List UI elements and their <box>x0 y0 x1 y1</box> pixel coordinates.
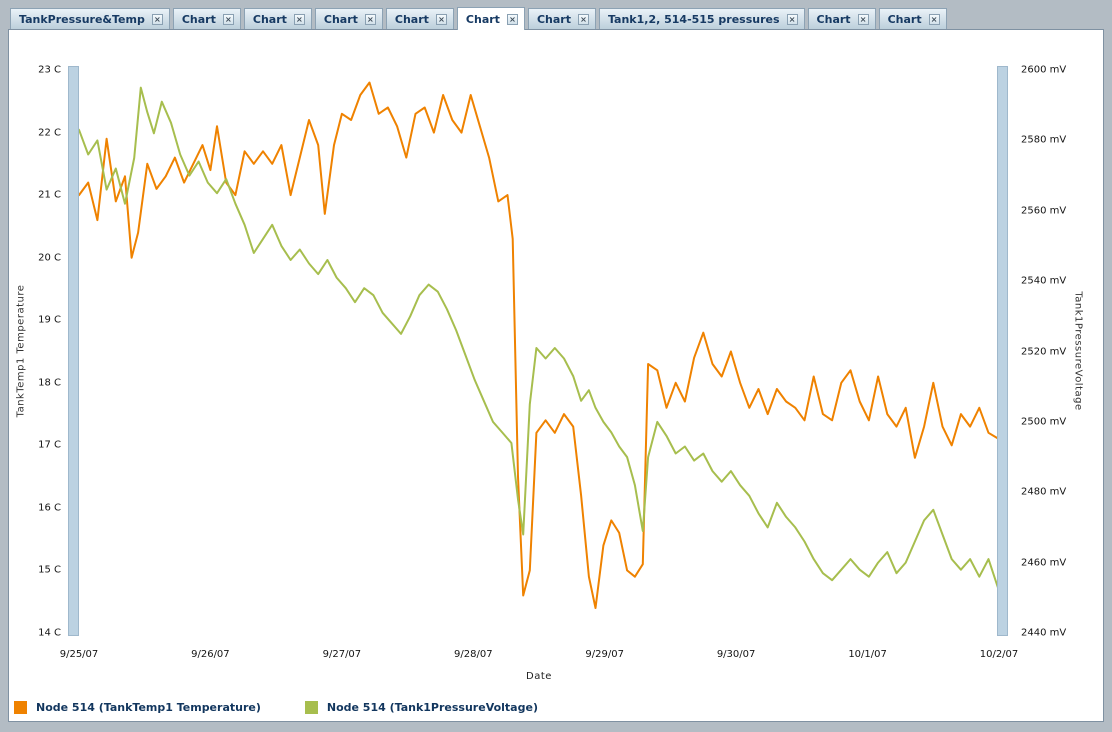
legend-swatch <box>304 700 318 714</box>
right-axis-tick-label: 2460 mV <box>1021 557 1067 569</box>
x-axis-tick-label: 9/28/07 <box>454 649 493 660</box>
tab-close-icon[interactable]: × <box>857 13 869 25</box>
tab-close-icon[interactable]: × <box>435 13 447 25</box>
tab-close-icon[interactable]: × <box>151 13 163 25</box>
tab-label: Chart <box>323 12 358 26</box>
tab-chart[interactable]: Chart × <box>385 8 454 29</box>
tab-chart[interactable]: Chart × <box>456 7 525 30</box>
tab-label: Tank1,2, 514-515 pressures <box>607 12 780 26</box>
right-axis-tick-label: 2440 mV <box>1021 627 1067 639</box>
right-axis-tick-label: 2600 mV <box>1021 64 1067 76</box>
right-axis-tick-label: 2520 mV <box>1021 346 1067 357</box>
right-axis-tick-label: 2500 mV <box>1021 416 1067 428</box>
right-axis-tick-label: 2560 mV <box>1021 205 1067 217</box>
right-axis-tick-label: 2480 mV <box>1021 486 1067 498</box>
tab-label: Chart <box>252 12 287 26</box>
legend-item: Node 514 (Tank1PressureVoltage) <box>304 700 538 714</box>
tab-label: TankPressure&Temp <box>19 12 145 26</box>
left-axis-tick-label: 19 C <box>38 314 61 326</box>
x-axis-tick-label: 10/2/07 <box>979 649 1019 660</box>
right-axis-tick-label: 2580 mV <box>1021 134 1067 146</box>
tab-close-icon[interactable]: × <box>928 13 940 25</box>
right-range-slider[interactable] <box>997 66 1008 636</box>
left-axis-tick-label: 15 C <box>38 564 61 576</box>
tab-tank1-2-514-515-pressures[interactable]: Tank1,2, 514-515 pressures × <box>598 8 805 29</box>
x-axis-tick-label: 9/25/07 <box>59 649 99 660</box>
legend-label: Node 514 (Tank1PressureVoltage) <box>326 700 538 714</box>
x-axis-ticks: 9/25/07 9/26/07 9/27/07 9/28/07 9/29/07 9/30/… <box>60 649 1019 663</box>
tab-chart[interactable]: Chart × <box>807 8 876 29</box>
tab-label: Chart <box>465 12 500 26</box>
tab-chart[interactable]: Chart × <box>172 8 241 29</box>
left-axis-tick-label: 20 C <box>38 252 61 264</box>
tab-bar: TankPressure&Temp × Chart × Chart × Char… <box>10 6 950 30</box>
tab-label: Chart <box>816 12 851 26</box>
tab-close-icon[interactable]: × <box>786 13 798 25</box>
tab-close-icon[interactable]: × <box>222 13 234 25</box>
temperature-line <box>79 81 999 609</box>
legend-label: Node 514 (TankTemp1 Temperature) <box>36 700 261 714</box>
legend-swatch <box>14 700 27 714</box>
right-axis-ticks: 2600 mV 2580 mV 2560 mV 2540 mV 2520 mV 2500 … <box>999 65 1099 639</box>
left-range-slider[interactable] <box>68 66 79 636</box>
x-axis-tick-label: 9/29/07 <box>585 649 624 660</box>
left-axis-tick-label: 21 C <box>38 189 61 201</box>
tab-close-icon[interactable]: × <box>293 13 305 25</box>
tab-close-icon[interactable]: × <box>364 13 376 25</box>
tab-chart[interactable]: Chart × <box>314 8 383 29</box>
x-axis-tick-label: 9/30/07 <box>716 649 756 660</box>
left-axis-tick-label: 14 C <box>38 627 61 639</box>
x-axis-title: Date <box>526 671 552 682</box>
pressure-line <box>79 86 999 592</box>
tab-tankpressure-temp[interactable]: TankPressure&Temp × <box>10 8 170 29</box>
legend-item: Node 514 (TankTemp1 Temperature) <box>14 700 261 714</box>
x-axis-tick-label: 10/1/07 <box>848 649 887 660</box>
tab-label: Chart <box>536 12 571 26</box>
left-axis-tick-label: 23 C <box>38 64 61 76</box>
plot-area <box>79 81 999 609</box>
tab-label: Chart <box>887 12 922 26</box>
left-axis-ticks: 23 C 22 C 21 C 20 C 19 C 18 C 17 C 16 C 15 C 14 C <box>9 65 65 639</box>
right-axis-tick-label: 2540 mV <box>1021 275 1067 287</box>
tab-chart[interactable]: Chart × <box>243 8 312 29</box>
tab-chart[interactable]: Chart × <box>878 8 947 29</box>
tab-label: Chart <box>181 12 216 26</box>
left-axis-tick-label: 18 C <box>38 377 61 389</box>
tab-close-icon[interactable]: × <box>577 13 589 25</box>
x-axis-tick-label: 9/27/07 <box>322 649 362 660</box>
tab-label: Chart <box>394 12 429 26</box>
tab-chart[interactable]: Chart × <box>527 8 596 29</box>
legend: Node 514 (TankTemp1 Temperature) Node 51… <box>14 698 582 716</box>
x-axis-tick-label: 9/26/07 <box>191 649 230 660</box>
chart-panel: TankTemp1 Temperature Tank1PressureVolta… <box>8 29 1104 722</box>
left-axis-tick-label: 17 C <box>38 439 61 451</box>
left-axis-tick-label: 16 C <box>38 502 61 514</box>
left-axis-tick-label: 22 C <box>38 127 61 139</box>
tab-close-icon[interactable]: × <box>506 13 518 25</box>
